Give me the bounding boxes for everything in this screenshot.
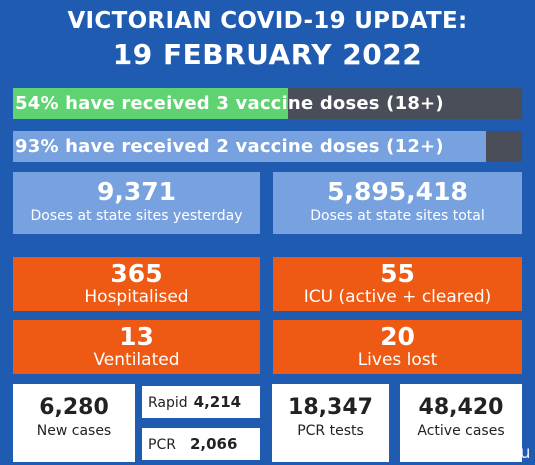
hospitalised-tile: 365 Hospitalised [13,257,260,311]
three-dose-progress-fill [13,88,288,119]
pcr-tests-value: 18,347 [288,395,373,420]
doses-total-tile: 5,895,418 Doses at state sites total [273,172,522,234]
active-cases-tile: 48,420 Active cases [400,384,522,462]
two-dose-progress-fill [13,131,487,162]
ventilated-label: Ventilated [93,350,180,370]
pcr-cases-value: 2,066 [189,435,238,453]
pcr-tests-tile: 18,347 PCR tests [272,384,389,462]
pcr-tests-label: PCR tests [297,423,364,439]
pcr-cases-label: PCR [148,437,176,453]
watermark: com.au [465,443,531,463]
three-dose-progress-label: 54% have received 3 vaccine doses (18+) [15,93,444,114]
pcr-cases-tile: PCR 2,066 [142,428,260,460]
icu-tile: 55 ICU (active + cleared) [273,257,522,311]
new-cases-tile: 6,280 New cases [13,384,135,462]
hospitalised-label: Hospitalised [84,287,189,307]
three-dose-progress-bar: 54% have received 3 vaccine doses (18+) [13,88,522,119]
new-cases-value: 6,280 [39,395,109,420]
rapid-tests-tile: Rapid 4,214 [142,386,260,418]
doses-total-label: Doses at state sites total [310,208,485,224]
hospitalised-value: 365 [110,259,163,288]
active-cases-label: Active cases [417,423,505,439]
new-cases-label: New cases [36,423,112,439]
active-cases-value: 48,420 [418,395,504,420]
page-title: VICTORIAN COVID-19 UPDATE: [67,8,468,34]
rapid-tests-value: 4,214 [193,393,242,411]
doses-yesterday-value: 9,371 [96,177,177,206]
update-date: 19 FEBRUARY 2022 [112,38,423,71]
lives-lost-value: 20 [380,322,415,351]
doses-yesterday-label: Doses at state sites yesterday [30,208,243,224]
ventilated-value: 13 [119,322,154,351]
two-dose-progress-bar: 93% have received 2 vaccine doses (12+) [13,131,522,162]
ventilated-tile: 13 Ventilated [13,320,260,374]
doses-yesterday-tile: 9,371 Doses at state sites yesterday [13,172,260,234]
rapid-tests-label: Rapid [148,395,188,411]
lives-lost-label: Lives lost [357,350,438,370]
lives-lost-tile: 20 Lives lost [273,320,522,374]
doses-total-value: 5,895,418 [327,177,468,206]
icu-label: ICU (active + cleared) [303,287,492,307]
two-dose-progress-label: 93% have received 2 vaccine doses (12+) [15,136,444,157]
icu-value: 55 [380,259,415,288]
